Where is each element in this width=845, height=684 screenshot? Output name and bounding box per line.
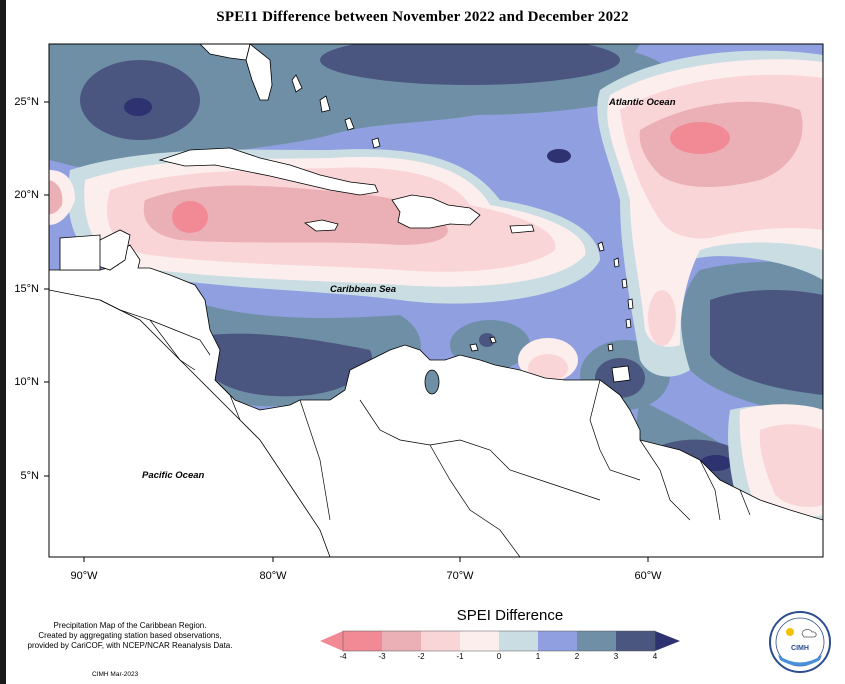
lon-label-70w: 70°W (446, 570, 474, 582)
colorbar-bin (382, 631, 421, 651)
colorbar-bin (460, 631, 499, 651)
credit-text: CIMH Mar-2023 (92, 671, 139, 678)
map-frame (48, 43, 824, 558)
colorbar-bin (421, 631, 460, 651)
country-borders (99, 299, 751, 557)
lat-label-10n: 10°N (14, 376, 39, 388)
legend-tick: -2 (417, 652, 425, 661)
colorbar-bin (577, 631, 616, 651)
lon-label-80w: 80°W (259, 570, 287, 582)
description-line: Precipitation Map of the Caribbean Regio… (53, 621, 207, 630)
legend-tick: 1 (535, 652, 541, 661)
map-title: SPEI1 Difference between November 2022 a… (216, 9, 629, 25)
lat-label-5n: 5°N (20, 470, 39, 482)
cimh-logo: CIMH (769, 611, 831, 673)
legend-tick: -3 (378, 652, 386, 661)
lat-label-15n: 15°N (14, 283, 39, 295)
colorbar-bin (538, 631, 577, 651)
description-line: Created by aggregating station based obs… (38, 631, 222, 640)
description-line: provided by CariCOF, with NCEP/NCAR Rean… (27, 641, 233, 650)
legend-title: SPEI Difference (456, 607, 564, 624)
colorbar-bin (343, 631, 382, 651)
legend-tick: -4 (339, 652, 347, 661)
waves-icon (778, 655, 822, 666)
spei-field (49, 44, 823, 557)
colorbar-bin (616, 631, 655, 651)
map-description: Precipitation Map of the Caribbean Regio… (10, 621, 250, 651)
lon-label-90w: 90°W (70, 570, 98, 582)
cloud-icon (801, 629, 817, 638)
sun-icon (786, 628, 794, 636)
label-atlantic-ocean: Atlantic Ocean (609, 97, 676, 108)
lat-label-25n: 25°N (14, 96, 39, 108)
label-pacific-ocean: Pacific Ocean (142, 470, 205, 481)
lat-label-20n: 20°N (14, 189, 39, 201)
legend-tick: 0 (496, 652, 502, 661)
legend-tick: 2 (574, 652, 580, 661)
colorbar (320, 630, 680, 652)
label-caribbean-sea: Caribbean Sea (330, 284, 396, 295)
colorbar-bin (499, 631, 538, 651)
legend-tick: 3 (613, 652, 619, 661)
legend-tick: -1 (456, 652, 464, 661)
lon-label-60w: 60°W (634, 570, 662, 582)
land-masses (49, 44, 823, 557)
window-edge (0, 0, 6, 684)
legend-tick: 4 (652, 652, 658, 661)
logo-text: CIMH (791, 645, 809, 652)
